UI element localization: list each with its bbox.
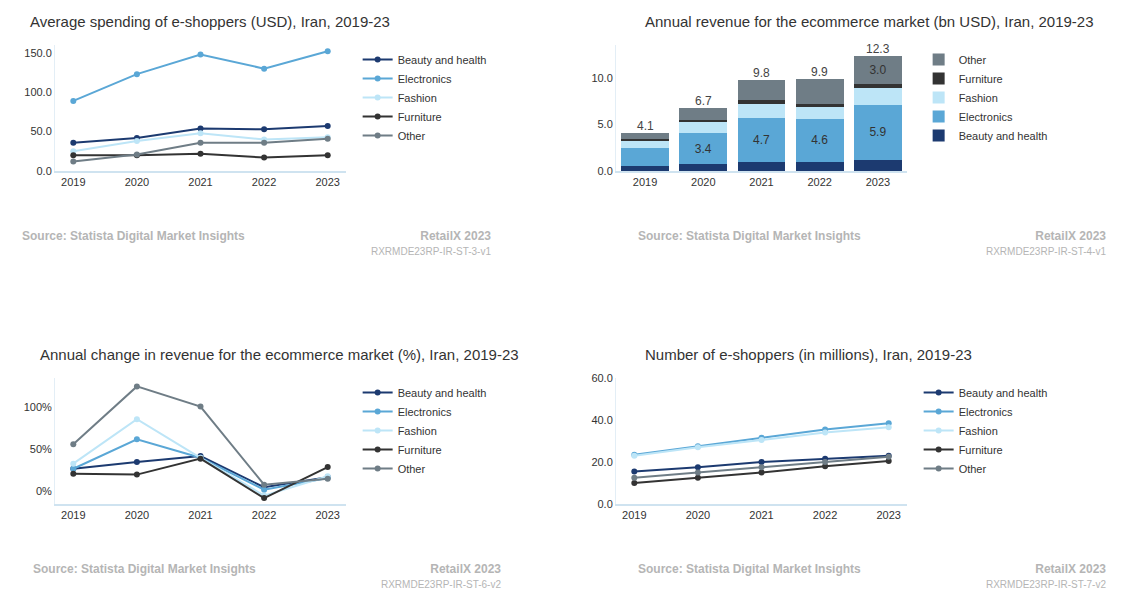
svg-text:2022: 2022 <box>252 509 276 521</box>
svg-text:2022: 2022 <box>252 176 276 188</box>
svg-text:0.0: 0.0 <box>598 498 613 510</box>
svg-text:Beauty and health: Beauty and health <box>398 387 487 399</box>
svg-text:9.9: 9.9 <box>811 65 828 79</box>
svg-text:Furniture: Furniture <box>959 73 1003 85</box>
svg-text:0%: 0% <box>36 485 52 497</box>
svg-text:2019: 2019 <box>61 509 85 521</box>
html-text:RXRMDE23RP-IR-ST-3-v1: RXRMDE23RP-IR-ST-3-v1 <box>371 246 491 257</box>
svg-text:Furniture: Furniture <box>959 444 1003 456</box>
svg-text:Electronics: Electronics <box>398 406 452 418</box>
svg-text:Beauty and health: Beauty and health <box>959 387 1048 399</box>
svg-text:Beauty and health: Beauty and health <box>398 54 487 66</box>
svg-text:2020: 2020 <box>125 176 149 188</box>
svg-text:150.0: 150.0 <box>24 47 52 59</box>
html-text:RetailX 2023: RetailX 2023 <box>1035 562 1106 576</box>
svg-text:3.4: 3.4 <box>695 142 712 156</box>
svg-text:10.0: 10.0 <box>591 72 612 84</box>
svg-text:Fashion: Fashion <box>398 92 437 104</box>
svg-text:Average spending of e-shoppers: Average spending of e-shoppers (USD), Ir… <box>30 13 390 30</box>
svg-text:5.0: 5.0 <box>598 118 613 130</box>
svg-text:Number of e-shoppers (in milli: Number of e-shoppers (in millions), Iran… <box>645 346 972 363</box>
html-text:RXRMDE23RP-IR-ST-6-v2: RXRMDE23RP-IR-ST-6-v2 <box>381 579 501 590</box>
svg-text:2022: 2022 <box>807 176 831 188</box>
svg-text:Other: Other <box>959 463 987 475</box>
html-text:Source: Statista Digital Marke: Source: Statista Digital Market Insights <box>33 562 256 576</box>
svg-text:100.0: 100.0 <box>24 86 52 98</box>
html-text:RetailX 2023: RetailX 2023 <box>420 229 491 243</box>
svg-text:Beauty and health: Beauty and health <box>959 130 1048 142</box>
svg-text:Electronics: Electronics <box>959 111 1013 123</box>
svg-text:2020: 2020 <box>125 509 149 521</box>
svg-text:Furniture: Furniture <box>398 444 442 456</box>
svg-text:2020: 2020 <box>686 509 710 521</box>
svg-text:Other: Other <box>398 130 426 142</box>
svg-text:Annual revenue for the ecommer: Annual revenue for the ecommerce market … <box>645 13 1094 30</box>
svg-text:0.0: 0.0 <box>37 165 52 177</box>
html-text:RetailX 2023: RetailX 2023 <box>430 562 501 576</box>
html-text:RXRMDE23RP-IR-ST-7-v2: RXRMDE23RP-IR-ST-7-v2 <box>986 579 1106 590</box>
svg-text:2022: 2022 <box>813 509 837 521</box>
svg-text:Other: Other <box>959 54 987 66</box>
html-text:Source: Statista Digital Marke: Source: Statista Digital Market Insights <box>22 229 245 243</box>
svg-text:12.3: 12.3 <box>866 42 890 56</box>
svg-text:2021: 2021 <box>188 176 212 188</box>
svg-text:2023: 2023 <box>876 509 900 521</box>
svg-text:2023: 2023 <box>315 176 339 188</box>
svg-text:40.0: 40.0 <box>591 414 612 426</box>
svg-text:Annual change in revenue for t: Annual change in revenue for the ecommer… <box>40 346 519 363</box>
svg-text:Fashion: Fashion <box>398 425 437 437</box>
svg-text:4.1: 4.1 <box>637 119 654 133</box>
svg-text:2020: 2020 <box>691 176 715 188</box>
svg-text:2019: 2019 <box>61 176 85 188</box>
svg-text:2019: 2019 <box>622 509 646 521</box>
svg-text:Fashion: Fashion <box>959 425 998 437</box>
svg-text:50.0: 50.0 <box>30 125 51 137</box>
svg-text:3.0: 3.0 <box>869 63 886 77</box>
svg-text:Electronics: Electronics <box>959 406 1013 418</box>
svg-text:60.0: 60.0 <box>591 372 612 384</box>
svg-text:6.7: 6.7 <box>695 94 712 108</box>
svg-text:20.0: 20.0 <box>591 456 612 468</box>
svg-text:2019: 2019 <box>633 176 657 188</box>
svg-text:Electronics: Electronics <box>398 73 452 85</box>
svg-text:2023: 2023 <box>315 509 339 521</box>
svg-text:Fashion: Fashion <box>959 92 998 104</box>
svg-text:2021: 2021 <box>749 509 773 521</box>
html-text:Source: Statista Digital Marke: Source: Statista Digital Market Insights <box>638 562 861 576</box>
svg-text:0.0: 0.0 <box>598 165 613 177</box>
html-text:RXRMDE23RP-IR-ST-4-v1: RXRMDE23RP-IR-ST-4-v1 <box>986 246 1106 257</box>
svg-text:50%: 50% <box>30 443 52 455</box>
html-text:RetailX 2023: RetailX 2023 <box>1035 229 1106 243</box>
svg-text:100%: 100% <box>24 401 52 413</box>
svg-text:Furniture: Furniture <box>398 111 442 123</box>
svg-text:Other: Other <box>398 463 426 475</box>
svg-text:9.8: 9.8 <box>753 66 770 80</box>
svg-text:2021: 2021 <box>188 509 212 521</box>
html-text:Source: Statista Digital Marke: Source: Statista Digital Market Insights <box>638 229 861 243</box>
svg-text:4.7: 4.7 <box>753 133 770 147</box>
svg-text:5.9: 5.9 <box>869 125 886 139</box>
svg-text:4.6: 4.6 <box>811 133 828 147</box>
svg-text:2021: 2021 <box>749 176 773 188</box>
svg-text:2023: 2023 <box>866 176 890 188</box>
